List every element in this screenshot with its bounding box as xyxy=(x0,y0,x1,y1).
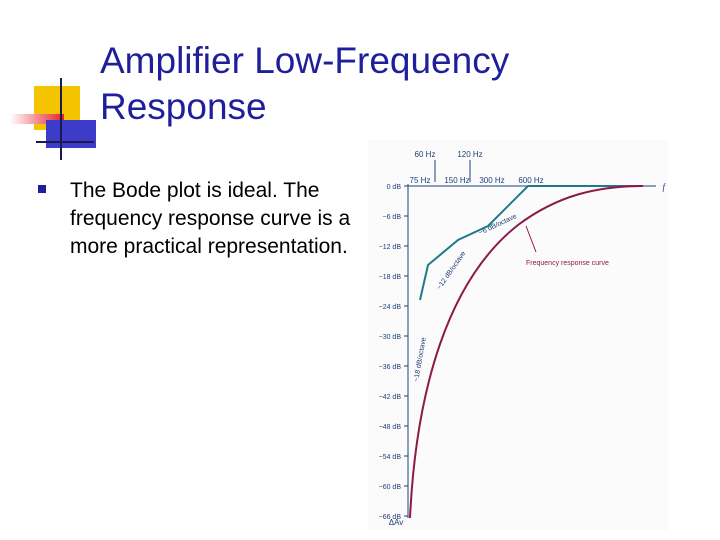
deco-blue-block xyxy=(46,120,96,148)
db-tick-label: −12 dB xyxy=(379,244,402,251)
db-tick-label: −66 dB xyxy=(379,514,402,521)
db-tick-label: −24 dB xyxy=(379,304,402,311)
freq-label-60hz: 60 Hz xyxy=(415,150,436,159)
db-tick-label: −48 dB xyxy=(379,424,402,431)
db-tick-label: −6 dB xyxy=(383,214,402,221)
db-tick-label: 0 dB xyxy=(387,184,402,191)
db-tick-label: −60 dB xyxy=(379,484,402,491)
bode-plot-line xyxy=(419,185,643,301)
y-axis-label: ΔAv xyxy=(389,518,404,527)
deco-horizontal-line xyxy=(36,141,94,143)
freq-axis-symbol: f xyxy=(662,182,666,192)
bullet-text: The Bode plot is ideal. The frequency re… xyxy=(70,179,351,258)
db-tick-label: −36 dB xyxy=(379,364,402,371)
db-tick-label: −54 dB xyxy=(379,454,402,461)
bullet-marker xyxy=(38,185,46,193)
figure-background xyxy=(368,140,668,530)
frequency-response-curve xyxy=(409,185,644,519)
freq-label-120hz: 120 Hz xyxy=(457,150,482,159)
freq-label-150hz: 150 Hz xyxy=(444,176,469,185)
response-curve-label: Frequency response curve xyxy=(526,260,609,267)
deco-vertical-line xyxy=(60,78,62,160)
freq-label-75hz: 75 Hz xyxy=(410,176,431,185)
db-tick-label: −42 dB xyxy=(379,394,402,401)
deco-red-bar xyxy=(10,114,64,124)
bode-plot-figure: 60 Hz 120 Hz 75 Hz 150 Hz 300 Hz 600 Hz … xyxy=(368,140,668,530)
freq-label-600hz: 600 Hz xyxy=(518,176,543,185)
db-tick-label: −18 dB xyxy=(379,274,402,281)
db-tick-group: 0 dB −6 dB −12 dB −18 dB −24 dB −30 dB −36 dB −… xyxy=(379,184,408,521)
db-tick-label: −30 dB xyxy=(379,334,402,341)
response-pointer-line xyxy=(525,225,537,253)
freq-label-300hz: 300 Hz xyxy=(479,176,504,185)
slide-title: Amplifier Low-Frequency Response xyxy=(100,40,510,127)
